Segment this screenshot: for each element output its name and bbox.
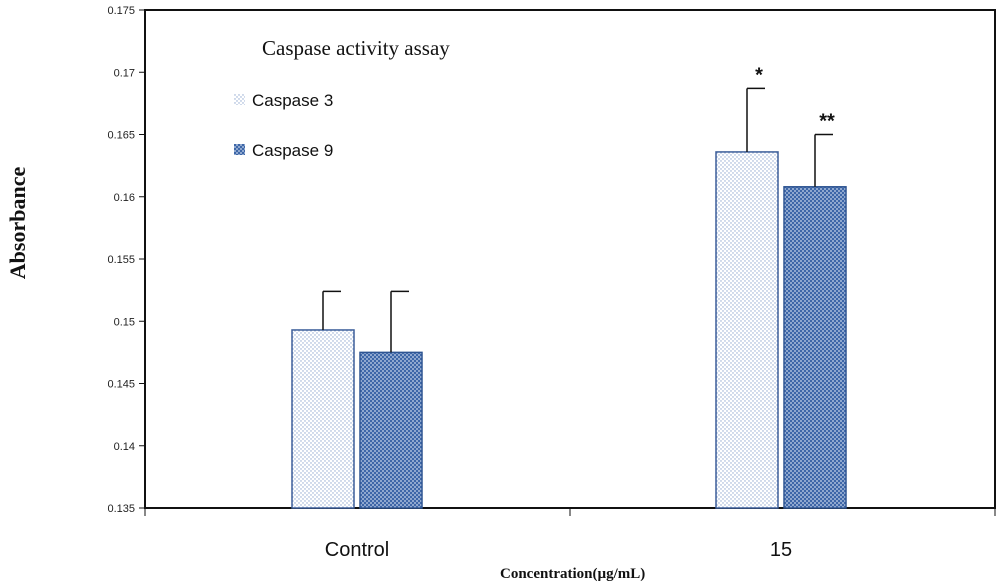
y-axis-label: Absorbance xyxy=(5,167,30,280)
legend: Caspase 3 Caspase 9 xyxy=(234,91,333,160)
y-tick-label: 0.14 xyxy=(114,441,135,453)
bar-caspase-9-control xyxy=(359,351,423,509)
legend-swatch-caspase-9 xyxy=(234,144,245,155)
bar-caspase-3-control xyxy=(291,329,355,509)
x-tick-label: Control xyxy=(325,539,389,561)
y-tick-label: 0.135 xyxy=(107,503,135,515)
x-axis-label: Concentration(µg/mL) xyxy=(500,566,645,582)
significance-marker: ** xyxy=(819,111,835,133)
y-tick-label: 0.175 xyxy=(107,5,135,17)
y-axis-ticks: 0.135 0.14 0.145 0.15 0.155 0.16 0.165 0.17 0.17… xyxy=(107,5,145,515)
y-tick-label: 0.15 xyxy=(114,316,135,328)
y-tick-label: 0.17 xyxy=(114,67,135,79)
legend-label-caspase-9: Caspase 9 xyxy=(252,141,333,160)
y-tick-label: 0.16 xyxy=(114,192,135,204)
bar-caspase-3-15 xyxy=(715,151,779,509)
x-tick-label: 15 xyxy=(770,539,792,561)
bars xyxy=(291,151,847,509)
significance-marker: * xyxy=(755,64,763,86)
x-axis-ticks: Control 15 xyxy=(144,508,996,561)
y-tick-label: 0.155 xyxy=(107,254,135,266)
chart-title: Caspase activity assay xyxy=(262,36,450,60)
significance-annotations: *** xyxy=(755,64,835,132)
legend-label-caspase-3: Caspase 3 xyxy=(252,91,333,110)
bar-caspase-9-15 xyxy=(783,186,847,509)
error-bars xyxy=(322,87,833,353)
legend-swatch-caspase-3 xyxy=(234,94,245,105)
y-tick-label: 0.165 xyxy=(107,130,135,142)
y-tick-label: 0.145 xyxy=(107,379,135,391)
plot-border xyxy=(144,9,996,509)
